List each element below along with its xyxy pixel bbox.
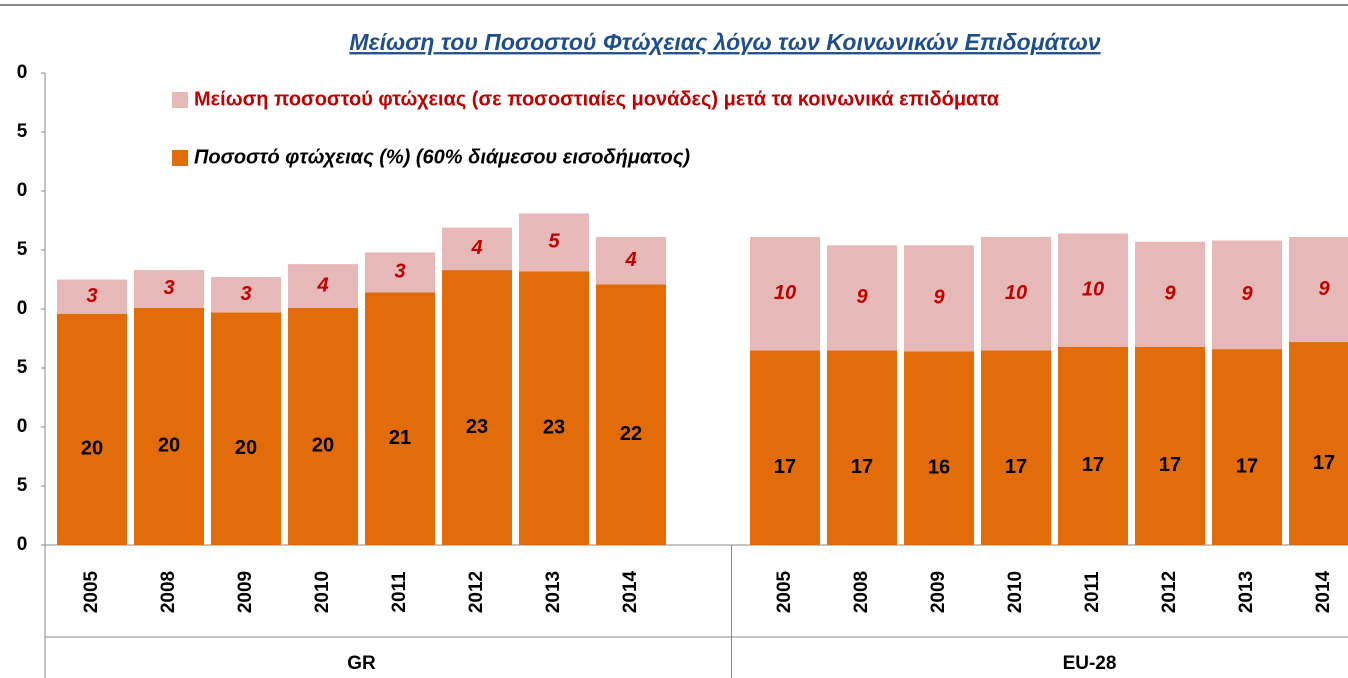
data-label: 3	[240, 283, 251, 305]
x-tick-label: 2014	[1313, 570, 1334, 613]
x-tick-label: 2008	[158, 571, 179, 613]
data-label: 21	[389, 427, 411, 449]
data-label: 9	[933, 287, 945, 309]
bar-segment	[211, 312, 281, 545]
data-label: 17	[1082, 454, 1104, 476]
bar-segment	[519, 271, 589, 545]
data-label: 10	[1082, 278, 1104, 300]
data-label: 9	[1164, 283, 1176, 305]
legend-swatch	[172, 92, 188, 108]
bar-segment	[519, 213, 589, 272]
bar-segment	[1289, 342, 1348, 545]
data-label: 17	[1236, 455, 1258, 477]
x-tick-label: 2011	[389, 571, 410, 613]
y-tick-label: 0	[17, 534, 28, 555]
bar-segment	[596, 237, 666, 285]
data-label: 17	[1005, 456, 1027, 478]
bar-segment	[57, 279, 127, 314]
bar-segment	[904, 245, 974, 352]
bar-segment	[596, 284, 666, 545]
x-tick-label: 2014	[620, 570, 641, 613]
bar-segment	[442, 227, 512, 271]
data-label: 20	[158, 435, 180, 457]
bar-segment	[904, 351, 974, 545]
bar-segment	[365, 252, 435, 293]
data-label: 16	[928, 457, 950, 479]
y-tick-label: 0	[17, 62, 28, 83]
bar-segment	[1058, 233, 1128, 347]
bar-segment	[134, 270, 204, 308]
data-label: 20	[235, 437, 257, 459]
y-tick-label: 5	[17, 357, 28, 378]
data-label: 3	[394, 261, 405, 283]
bar-segment	[827, 245, 897, 351]
x-tick-label: 2012	[466, 571, 487, 613]
data-label: 17	[1159, 454, 1181, 476]
data-label: 9	[1241, 283, 1253, 305]
x-tick-label: 2010	[1005, 571, 1026, 613]
x-tick-label: 2009	[928, 571, 949, 613]
data-label: 17	[774, 456, 796, 478]
bar-segment	[1058, 346, 1128, 545]
bar-segment	[442, 270, 512, 545]
data-label: 22	[620, 423, 642, 445]
data-label: 23	[466, 416, 488, 438]
bar-segment	[981, 350, 1051, 545]
data-label: 4	[470, 237, 482, 259]
data-label: 4	[624, 249, 636, 271]
bar-segment	[1212, 240, 1282, 350]
bar-segment	[750, 350, 820, 545]
data-label: 3	[163, 277, 174, 299]
bar-segment	[1135, 241, 1205, 347]
bar-segment	[365, 292, 435, 545]
data-label: 23	[543, 416, 565, 438]
bar-segment	[134, 307, 204, 545]
x-tick-label: 2010	[312, 571, 333, 613]
data-label: 17	[1313, 452, 1335, 474]
data-label: 20	[312, 435, 334, 457]
bar-segment	[827, 350, 897, 545]
group-label: GR	[347, 653, 376, 674]
data-label: 20	[81, 438, 103, 460]
data-label: 4	[316, 274, 328, 296]
data-label: 9	[856, 286, 868, 308]
group-label: EU-28	[1063, 653, 1117, 674]
x-tick-label: 2008	[851, 571, 872, 613]
bar-segment	[211, 277, 281, 313]
y-tick-label: 5	[17, 239, 28, 260]
bar-segment	[288, 264, 358, 308]
legend-label: Ποσοστό φτώχειας (%) (60% διάμεσου εισοδ…	[194, 146, 690, 168]
data-label: 5	[548, 231, 560, 253]
data-label: 17	[851, 456, 873, 478]
bar-segment	[288, 307, 358, 545]
x-tick-label: 2011	[1082, 571, 1103, 613]
bar-segment	[981, 237, 1051, 351]
chart-title: Μείωση του Ποσοστού Φτώχειας λόγω των Κο…	[349, 29, 1100, 55]
y-tick-label: 5	[17, 121, 28, 142]
legend-swatch	[172, 150, 188, 166]
data-label: 10	[1005, 282, 1027, 304]
y-tick-label: 5	[17, 475, 28, 496]
bar-segment	[1289, 237, 1348, 343]
bar-segment	[1212, 349, 1282, 545]
x-tick-label: 2005	[774, 570, 795, 613]
legend-label: Μείωση ποσοστού φτώχειας (σε ποσοστιαίες…	[194, 88, 1000, 110]
data-label: 10	[774, 282, 796, 304]
x-tick-label: 2013	[1236, 571, 1257, 613]
data-label: 9	[1318, 278, 1330, 300]
bar-segment	[750, 237, 820, 351]
y-tick-label: 0	[17, 416, 28, 437]
x-tick-label: 2005	[81, 570, 102, 613]
bar-segment	[1135, 346, 1205, 545]
x-tick-label: 2012	[1159, 571, 1180, 613]
data-label: 3	[86, 285, 97, 307]
x-tick-label: 2009	[235, 571, 256, 613]
x-tick-label: 2013	[543, 571, 564, 613]
y-tick-label: 0	[17, 298, 28, 319]
y-tick-label: 0	[17, 180, 28, 201]
bar-segment	[57, 313, 127, 545]
